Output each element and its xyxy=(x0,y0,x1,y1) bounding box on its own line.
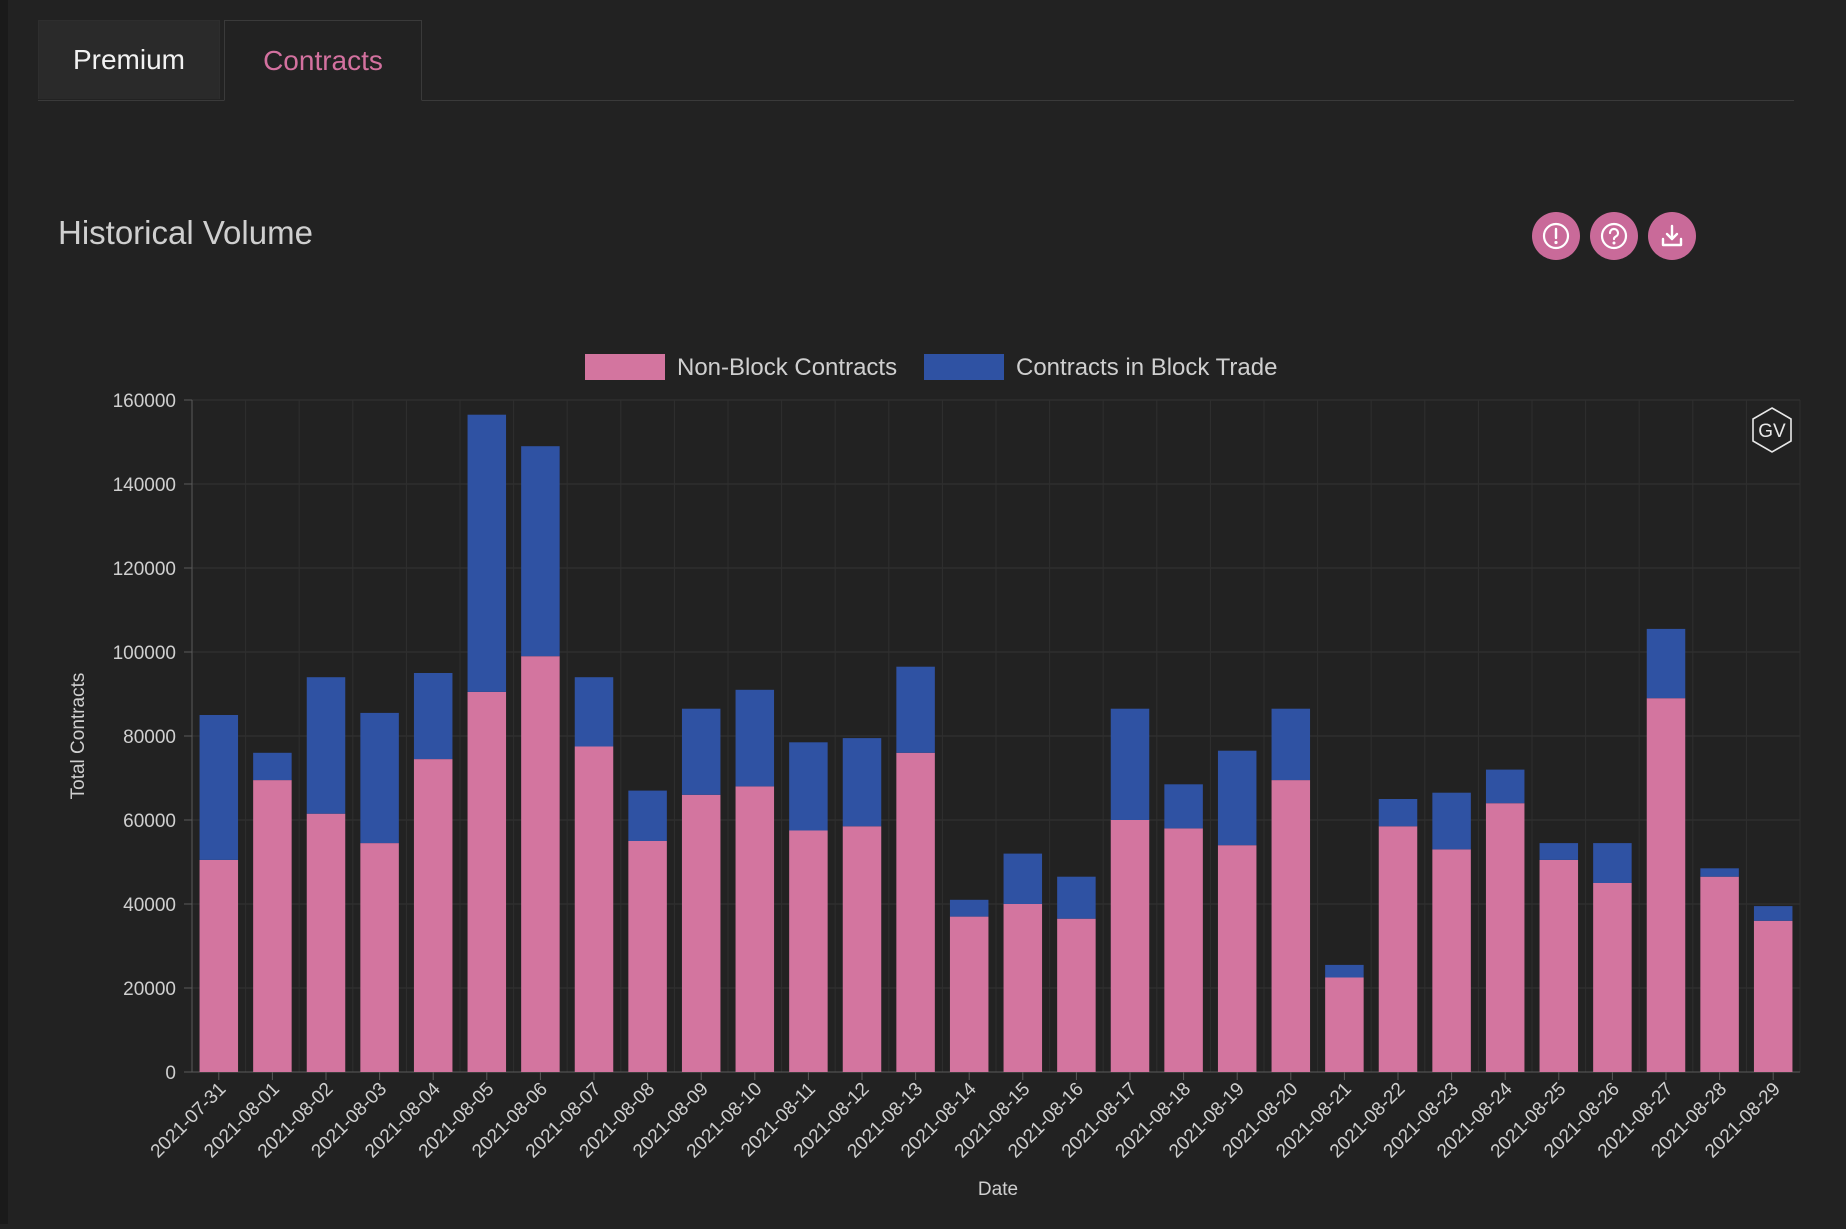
tab-premium[interactable]: Premium xyxy=(38,20,220,99)
bar-block[interactable] xyxy=(1700,868,1739,877)
historical-volume-chart: 0 20000 40000 60000 80000 100000 120000 140000 1… xyxy=(68,354,1801,1200)
y-tick-label: 0 xyxy=(165,1063,176,1084)
bar-block[interactable] xyxy=(1593,843,1632,883)
bar-non-block[interactable] xyxy=(199,859,239,1072)
bar-block[interactable] xyxy=(521,446,560,657)
bar-non-block[interactable] xyxy=(360,843,399,1072)
legend-swatch-block[interactable] xyxy=(924,354,1004,380)
y-tick-label: 40000 xyxy=(123,895,176,916)
bar-block[interactable] xyxy=(1539,843,1579,860)
bar-block[interactable] xyxy=(1485,769,1525,804)
bar-non-block[interactable] xyxy=(1646,698,1686,1072)
bar-block[interactable] xyxy=(1325,964,1364,978)
bar-block[interactable] xyxy=(681,708,721,795)
bar-block[interactable] xyxy=(1003,853,1043,904)
question-icon xyxy=(1600,222,1628,250)
info-icon xyxy=(1542,222,1570,250)
y-axis-title: Total Contracts xyxy=(68,673,89,800)
bar-non-block[interactable] xyxy=(1271,780,1311,1072)
y-tick-label: 160000 xyxy=(113,391,176,412)
bar-block[interactable] xyxy=(1271,708,1311,781)
bar-layer xyxy=(199,414,1793,1073)
bar-block[interactable] xyxy=(789,742,828,831)
y-tick-label: 140000 xyxy=(113,475,176,496)
download-button[interactable] xyxy=(1648,212,1696,260)
download-icon xyxy=(1661,224,1683,247)
x-axis-title: Date xyxy=(978,1179,1018,1200)
bar-block[interactable] xyxy=(896,666,935,753)
bar-non-block[interactable] xyxy=(1378,826,1418,1072)
tab-contracts[interactable]: Contracts xyxy=(224,20,422,101)
bar-non-block[interactable] xyxy=(1217,845,1257,1072)
bar-non-block[interactable] xyxy=(842,826,882,1072)
bar-non-block[interactable] xyxy=(789,830,828,1073)
y-tick-label: 80000 xyxy=(123,727,176,748)
y-tick-label: 120000 xyxy=(113,559,176,580)
bar-non-block[interactable] xyxy=(1164,828,1203,1072)
bar-block[interactable] xyxy=(628,790,667,841)
bar-non-block[interactable] xyxy=(1432,849,1471,1072)
panel-title: Historical Volume xyxy=(58,214,313,251)
bar-block[interactable] xyxy=(574,677,614,747)
y-axis-ticks: 0 20000 40000 60000 80000 100000 120000 140000 1… xyxy=(113,391,192,1084)
bar-block[interactable] xyxy=(842,738,882,827)
x-axis-ticks: 2021-07-312021-08-012021-08-022021-08-03… xyxy=(147,1072,1785,1162)
bar-non-block[interactable] xyxy=(735,786,775,1072)
bar-non-block[interactable] xyxy=(1753,920,1793,1072)
bar-block[interactable] xyxy=(306,677,346,814)
bar-block[interactable] xyxy=(1057,876,1096,919)
bar-block[interactable] xyxy=(1378,799,1418,827)
y-tick-label: 20000 xyxy=(123,979,176,1000)
gv-watermark-label: GV xyxy=(1758,421,1786,442)
y-tick-label: 100000 xyxy=(113,643,176,664)
tab-bar: Premium Contracts xyxy=(38,20,1794,101)
bar-non-block[interactable] xyxy=(1325,977,1364,1073)
bar-non-block[interactable] xyxy=(1700,876,1739,1072)
help-button[interactable] xyxy=(1590,212,1638,260)
bar-non-block[interactable] xyxy=(1057,918,1096,1072)
gv-watermark: GV xyxy=(1752,407,1792,453)
bar-block[interactable] xyxy=(1753,906,1793,921)
bar-non-block[interactable] xyxy=(628,841,667,1072)
bar-non-block[interactable] xyxy=(1485,803,1525,1072)
bar-block[interactable] xyxy=(413,673,453,760)
bar-block[interactable] xyxy=(467,414,507,692)
legend: Non-Block Contracts Contracts in Block T… xyxy=(585,354,1277,381)
bar-non-block[interactable] xyxy=(521,656,560,1072)
bar-non-block[interactable] xyxy=(949,916,989,1072)
bar-block[interactable] xyxy=(1110,708,1150,820)
bar-block[interactable] xyxy=(1432,792,1471,850)
info-button[interactable] xyxy=(1532,212,1580,260)
chart-area: 0 20000 40000 60000 80000 100000 120000 140000 1… xyxy=(0,340,1846,1224)
bar-block[interactable] xyxy=(1646,628,1686,699)
bar-non-block[interactable] xyxy=(1593,883,1632,1072)
bar-block[interactable] xyxy=(949,899,989,917)
bar-block[interactable] xyxy=(1164,784,1203,829)
left-rail xyxy=(0,0,8,1224)
legend-label-non-block[interactable]: Non-Block Contracts xyxy=(677,354,897,381)
bar-non-block[interactable] xyxy=(1110,820,1150,1072)
bar-non-block[interactable] xyxy=(306,813,346,1072)
bar-non-block[interactable] xyxy=(1003,904,1043,1072)
legend-swatch-non-block[interactable] xyxy=(585,354,665,380)
bar-non-block[interactable] xyxy=(1539,859,1579,1072)
bar-non-block[interactable] xyxy=(574,746,614,1073)
bar-non-block[interactable] xyxy=(467,691,507,1072)
bar-block[interactable] xyxy=(1217,750,1257,846)
grid-lines xyxy=(191,399,1801,1073)
bar-non-block[interactable] xyxy=(253,780,292,1072)
bar-block[interactable] xyxy=(199,715,239,860)
y-tick-label: 60000 xyxy=(123,811,176,832)
bar-non-block[interactable] xyxy=(413,759,453,1072)
legend-label-block[interactable]: Contracts in Block Trade xyxy=(1016,354,1277,381)
bar-block[interactable] xyxy=(253,752,292,781)
bar-block[interactable] xyxy=(360,712,399,844)
bar-block[interactable] xyxy=(735,689,775,787)
bar-non-block[interactable] xyxy=(896,752,935,1072)
bar-non-block[interactable] xyxy=(681,794,721,1072)
